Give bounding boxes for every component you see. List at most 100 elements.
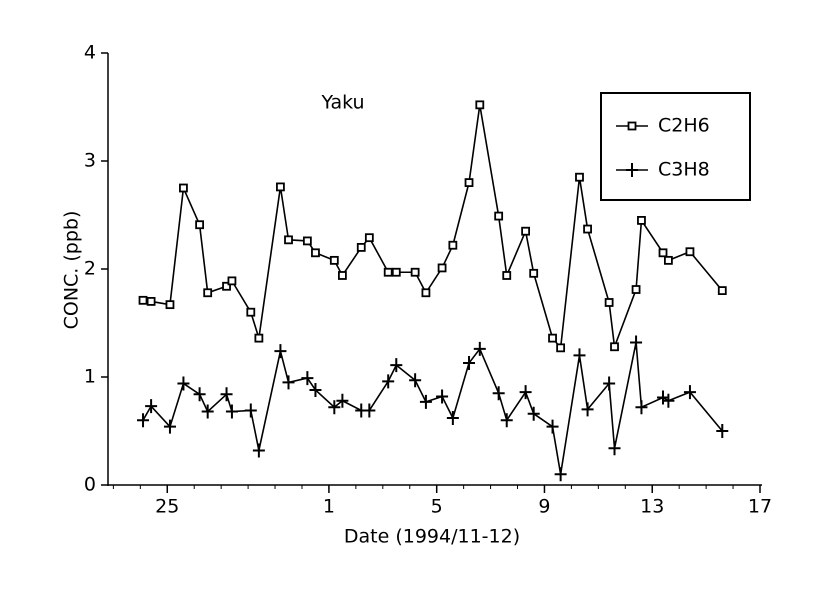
data-point — [419, 394, 432, 409]
data-point — [637, 215, 646, 225]
data-point — [630, 335, 643, 350]
data-point — [436, 389, 449, 404]
x-tick-label: 13 — [640, 496, 664, 518]
data-point — [276, 182, 285, 192]
data-point — [448, 240, 458, 250]
data-point — [225, 404, 238, 419]
data-point — [329, 255, 339, 265]
data-point — [500, 413, 513, 428]
data-point — [421, 288, 431, 298]
data-point — [309, 382, 322, 397]
data-point — [658, 248, 668, 258]
data-point — [583, 224, 592, 234]
data-point — [492, 386, 505, 401]
data-point — [662, 393, 675, 408]
data-point — [390, 358, 403, 373]
legend-marker — [626, 163, 638, 177]
data-point — [554, 467, 567, 482]
data-point — [717, 286, 727, 296]
data-point — [222, 281, 231, 291]
data-point — [437, 263, 447, 273]
y-tick-label: 4 — [84, 42, 96, 64]
x-tick-label: 17 — [748, 496, 772, 518]
data-point — [282, 375, 295, 390]
x-tick-label: 1 — [323, 496, 335, 518]
legend-box — [600, 92, 751, 201]
legend-label: C2H6 — [658, 115, 710, 137]
data-point — [473, 341, 486, 356]
data-point — [274, 344, 287, 359]
y-tick-label: 1 — [84, 366, 96, 388]
x-tick-label: 25 — [155, 496, 179, 518]
data-point — [163, 419, 176, 434]
data-point — [663, 255, 673, 265]
x-axis-label: Date (1994/11-12) — [344, 526, 520, 548]
data-point — [193, 387, 206, 402]
data-point — [604, 298, 614, 307]
x-tick-label: 5 — [431, 496, 443, 518]
data-point — [137, 413, 150, 428]
data-point — [328, 400, 341, 415]
data-point — [252, 443, 265, 458]
data-point — [475, 100, 485, 110]
data-point — [356, 242, 366, 252]
data-point — [573, 348, 586, 363]
data-point — [446, 411, 459, 426]
data-point — [581, 402, 594, 417]
data-point — [575, 172, 584, 182]
data-point — [463, 355, 476, 370]
data-point — [220, 387, 233, 402]
data-point — [179, 183, 188, 193]
y-tick-label: 2 — [84, 258, 96, 280]
data-point — [635, 400, 648, 415]
data-point — [146, 296, 156, 306]
data-point — [201, 404, 214, 419]
data-point — [685, 247, 695, 257]
data-point — [631, 285, 641, 294]
data-point — [145, 399, 158, 414]
data-point — [527, 406, 540, 421]
data-point — [409, 373, 422, 388]
data-point — [336, 393, 349, 408]
legend-marker — [627, 121, 637, 131]
chart-title: Yaku — [320, 92, 364, 114]
data-point — [610, 342, 619, 352]
data-point — [363, 403, 376, 418]
data-point — [657, 390, 670, 405]
data-point — [302, 236, 312, 246]
data-point — [502, 271, 512, 280]
data-point — [494, 211, 504, 221]
data-point — [337, 271, 347, 280]
data-point — [227, 276, 237, 286]
data-point — [203, 288, 213, 298]
data-point — [410, 267, 420, 277]
data-point — [548, 333, 557, 343]
y-axis-label: CONC. (ppb) — [61, 211, 83, 330]
data-point — [603, 376, 616, 391]
data-point — [519, 385, 532, 400]
data-point — [464, 178, 474, 188]
legend-label: C3H8 — [658, 159, 710, 181]
data-point — [254, 333, 264, 343]
data-point — [546, 419, 559, 434]
data-point — [311, 248, 320, 258]
data-point — [195, 220, 205, 230]
data-point — [391, 267, 401, 277]
data-point — [556, 343, 566, 353]
data-point — [301, 371, 314, 386]
data-point — [244, 403, 257, 418]
data-point — [383, 267, 393, 277]
data-point — [165, 300, 175, 310]
data-point — [529, 268, 539, 278]
data-point — [716, 424, 729, 438]
data-point — [138, 295, 148, 305]
y-tick-label: 0 — [84, 474, 96, 496]
x-tick-label: 9 — [538, 496, 550, 518]
y-tick-label: 3 — [84, 150, 96, 172]
data-point — [521, 226, 531, 236]
data-point — [284, 235, 293, 245]
data-point — [177, 376, 190, 391]
data-point — [246, 307, 256, 317]
